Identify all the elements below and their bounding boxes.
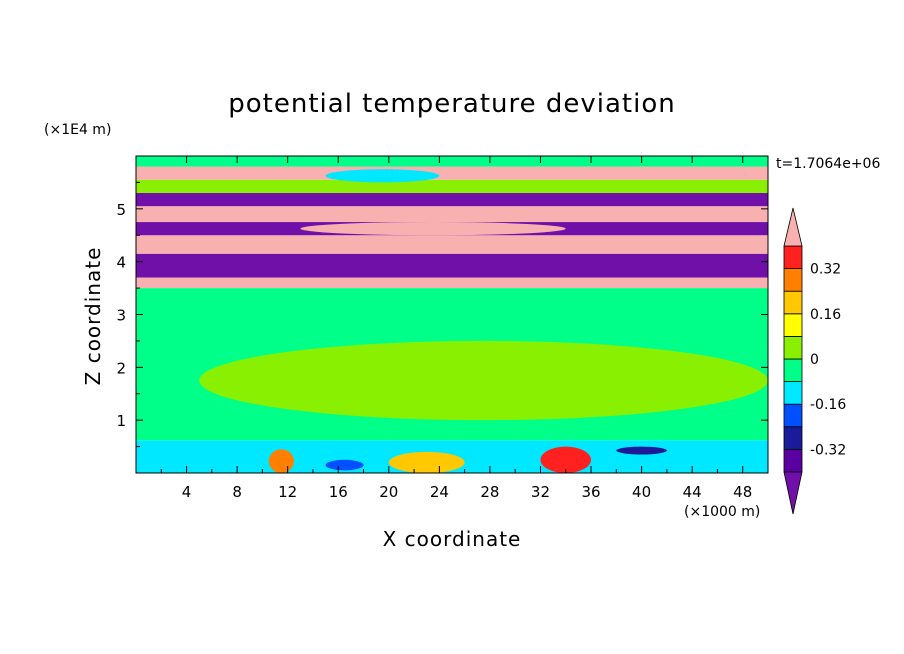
y-tick-label: 1 bbox=[116, 412, 126, 430]
x-tick-label: 44 bbox=[683, 483, 702, 501]
contour-feature-7 bbox=[325, 169, 440, 183]
contour-feature-0 bbox=[268, 449, 294, 473]
contour-feature-3 bbox=[325, 459, 364, 471]
bands-layer bbox=[136, 156, 768, 473]
plot-area bbox=[136, 156, 768, 473]
colorbar-under-triangle bbox=[783, 471, 803, 515]
y-tick-label: 2 bbox=[116, 359, 126, 377]
x-axis: 4 8 12 16 20 24 28 32 36 40 44 48 bbox=[160, 156, 752, 501]
x-tick-label: 36 bbox=[581, 483, 600, 501]
colorbar-swatch-6 bbox=[783, 313, 803, 337]
colorbar-swatch-3 bbox=[783, 381, 803, 405]
colorbar-swatch-1 bbox=[783, 426, 803, 450]
contour-band-7 bbox=[136, 192, 768, 207]
y-tick-label: 5 bbox=[116, 201, 126, 219]
colorbar-swatch-9 bbox=[783, 245, 803, 270]
x-tick-label: 4 bbox=[182, 483, 192, 501]
contour-band-9 bbox=[136, 166, 768, 180]
y-axis: 1 2 3 4 5 bbox=[116, 181, 768, 448]
contour-feature-2 bbox=[540, 446, 592, 473]
x-tick-label: 48 bbox=[733, 483, 752, 501]
time-label: t=1.7064e+06 bbox=[776, 156, 880, 172]
colorbar-label: -0.32 bbox=[810, 442, 846, 458]
contour-band-8 bbox=[136, 179, 768, 193]
x-tick-label: 40 bbox=[632, 483, 651, 501]
contour-band-4 bbox=[136, 235, 768, 254]
colorbar-label: 0 bbox=[810, 352, 819, 368]
colorbar-swatch-5 bbox=[783, 335, 803, 360]
contour-feature-4 bbox=[616, 446, 667, 455]
x-axis-label: X coordinate bbox=[383, 527, 522, 551]
colorbar-swatch-4 bbox=[783, 358, 803, 383]
contour-feature-6 bbox=[300, 222, 566, 236]
x-unit-label: (×1000 m) bbox=[684, 504, 760, 520]
contour-feature-1 bbox=[388, 451, 465, 473]
x-tick-label: 28 bbox=[480, 483, 499, 501]
features-layer bbox=[199, 169, 768, 473]
colorbar-swatch-7 bbox=[783, 290, 803, 315]
y-tick-label: 4 bbox=[116, 254, 126, 272]
y-unit-label: (×1E4 m) bbox=[44, 122, 111, 138]
contour-band-3 bbox=[136, 253, 768, 278]
colorbar-swatch-8 bbox=[783, 268, 803, 292]
x-tick-label: 8 bbox=[232, 483, 242, 501]
colorbar-label: 0.32 bbox=[810, 262, 841, 278]
chart-title: potential temperature deviation bbox=[228, 89, 675, 119]
x-tick-label: 12 bbox=[278, 483, 297, 501]
colorbar-label: 0.16 bbox=[810, 307, 841, 323]
x-tick-label: 16 bbox=[329, 483, 348, 501]
colorbar-swatch-0 bbox=[783, 448, 803, 473]
x-tick-label: 20 bbox=[379, 483, 398, 501]
y-axis-label: Z coordinate bbox=[81, 247, 105, 386]
y-tick-label: 3 bbox=[116, 307, 126, 325]
contour-band-2 bbox=[136, 277, 768, 289]
colorbar-label: -0.16 bbox=[810, 397, 846, 413]
colorbar-over-triangle bbox=[783, 207, 803, 247]
contour-band-6 bbox=[136, 206, 768, 223]
x-tick-label: 24 bbox=[430, 483, 449, 501]
colorbar-swatch-2 bbox=[783, 403, 803, 428]
contour-band-10 bbox=[136, 156, 768, 167]
x-tick-label: 32 bbox=[531, 483, 550, 501]
contour-feature-5 bbox=[199, 340, 768, 421]
colorbar: 0.32 0.16 0 -0.16 -0.32 bbox=[783, 207, 846, 515]
